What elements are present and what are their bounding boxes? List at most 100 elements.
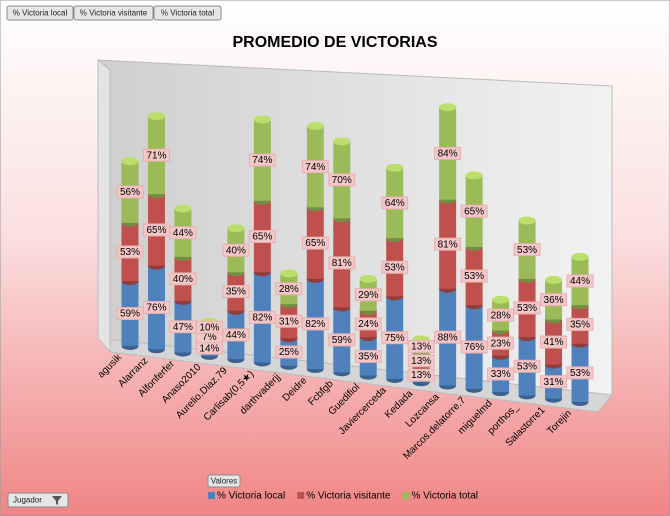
data-label: 70%	[328, 173, 356, 187]
field-button[interactable]: % Victoria visitante	[73, 5, 154, 21]
data-label: 88%	[434, 330, 462, 344]
data-label-text: 41%	[544, 337, 564, 348]
data-label: 28%	[275, 282, 303, 296]
values-button[interactable]: Valores	[207, 474, 241, 488]
data-label-box	[328, 173, 356, 187]
data-label-box	[301, 317, 329, 331]
data-label-box	[434, 237, 462, 251]
field-button-label[interactable]: % Victoria local	[13, 9, 68, 18]
data-label-text: 65%	[252, 232, 272, 243]
data-label: 76%	[460, 340, 488, 354]
data-label-box	[540, 375, 568, 389]
data-label-box	[116, 185, 144, 199]
filter-button-label[interactable]: Jugador	[13, 496, 42, 505]
field-button-label[interactable]: % Victoria total	[161, 9, 214, 18]
data-label-text: 36%	[544, 295, 564, 306]
data-label-box	[275, 282, 303, 296]
data-label-text: 70%	[332, 175, 352, 186]
field-button-label[interactable]: % Victoria visitante	[80, 9, 148, 18]
data-label-text: 53%	[517, 303, 537, 314]
data-label-box	[328, 256, 356, 270]
data-label-box	[169, 272, 197, 286]
data-label: 24%	[354, 317, 382, 331]
data-label: 84%	[434, 146, 462, 160]
data-label-text: 56%	[120, 187, 140, 198]
data-label-text: 13%	[411, 342, 431, 353]
data-label-text: 23%	[491, 338, 511, 349]
data-label-text: 84%	[438, 149, 458, 160]
cylinder-top	[465, 171, 483, 180]
data-label-text: 53%	[570, 368, 590, 379]
data-label-text: 44%	[173, 228, 193, 239]
legend-swatch	[208, 492, 215, 499]
data-label-box	[407, 339, 435, 353]
filter-button[interactable]: Jugador	[7, 492, 69, 508]
data-label-text: 71%	[146, 150, 166, 161]
data-label-box	[222, 285, 250, 299]
data-label-box	[487, 308, 515, 322]
legend: % Victoria local % Victoria visitante % Vi…	[208, 491, 478, 502]
data-label-text: 74%	[305, 162, 325, 173]
data-label: 40%	[222, 243, 250, 257]
data-label-text: 59%	[332, 335, 352, 346]
data-labels: 59% 53% 56% 76% 65% 71% 47% 40% 44% 14%7%10% 44% 35…	[116, 146, 594, 389]
data-label-box	[381, 331, 409, 345]
cylinder-top	[492, 295, 510, 304]
data-label: 71%	[142, 148, 170, 162]
data-label-box	[381, 260, 409, 274]
data-label: 82%	[248, 310, 276, 324]
legend-swatch	[402, 492, 410, 499]
data-label-box	[142, 300, 170, 314]
data-label: 31%	[275, 314, 303, 328]
data-label-text: 82%	[305, 319, 325, 330]
filter-icon[interactable]	[52, 496, 62, 505]
data-label: 59%	[328, 333, 356, 347]
data-label-text: 35%	[358, 352, 378, 363]
data-label: 65%	[248, 230, 276, 244]
data-label: 75%	[381, 331, 409, 345]
data-label-text: 53%	[464, 271, 484, 282]
data-label: 76%	[142, 300, 170, 314]
data-label-text: 53%	[517, 361, 537, 372]
data-label-box	[460, 204, 488, 218]
data-label: 74%	[248, 153, 276, 167]
data-label: 36%	[540, 293, 568, 307]
cylinder-top	[571, 252, 589, 261]
values-button-label[interactable]: Valores	[211, 477, 238, 486]
data-label-box	[195, 320, 223, 334]
data-label-text: 64%	[385, 198, 405, 209]
data-label-box	[407, 354, 435, 368]
data-label-text: 47%	[173, 322, 193, 333]
data-label-box	[248, 230, 276, 244]
cylinder-top	[121, 157, 139, 166]
field-button[interactable]: % Victoria local	[6, 5, 74, 21]
data-label-text: 28%	[279, 284, 299, 295]
data-label-box	[222, 328, 250, 342]
legend-label: % Victoria local	[217, 491, 285, 502]
data-label-text: 31%	[544, 377, 564, 388]
data-label-text: 59%	[120, 309, 140, 320]
data-label-box	[116, 245, 144, 259]
field-button[interactable]: % Victoria total	[153, 5, 222, 21]
data-label-text: 40%	[226, 245, 246, 256]
data-label-text: 35%	[226, 287, 246, 298]
cylinder-top	[359, 274, 377, 283]
data-label: 40%	[169, 272, 197, 286]
cylinder-top	[174, 204, 192, 213]
data-label-text: 28%	[491, 310, 511, 321]
data-label-box	[566, 317, 594, 331]
data-label: 53%	[116, 245, 144, 259]
data-label: 10%	[195, 320, 223, 334]
data-label: 64%	[381, 196, 409, 210]
data-label-box	[301, 160, 329, 174]
data-label: 53%	[513, 359, 541, 373]
data-label: 59%	[116, 307, 144, 321]
data-label: 82%	[301, 317, 329, 331]
data-label-box	[434, 330, 462, 344]
data-label: 35%	[566, 317, 594, 331]
side-wall	[97, 58, 111, 354]
data-label-text: 29%	[358, 290, 378, 301]
data-label-text: 65%	[146, 225, 166, 236]
data-label-text: 81%	[438, 239, 458, 250]
cylinder-top	[545, 275, 563, 284]
